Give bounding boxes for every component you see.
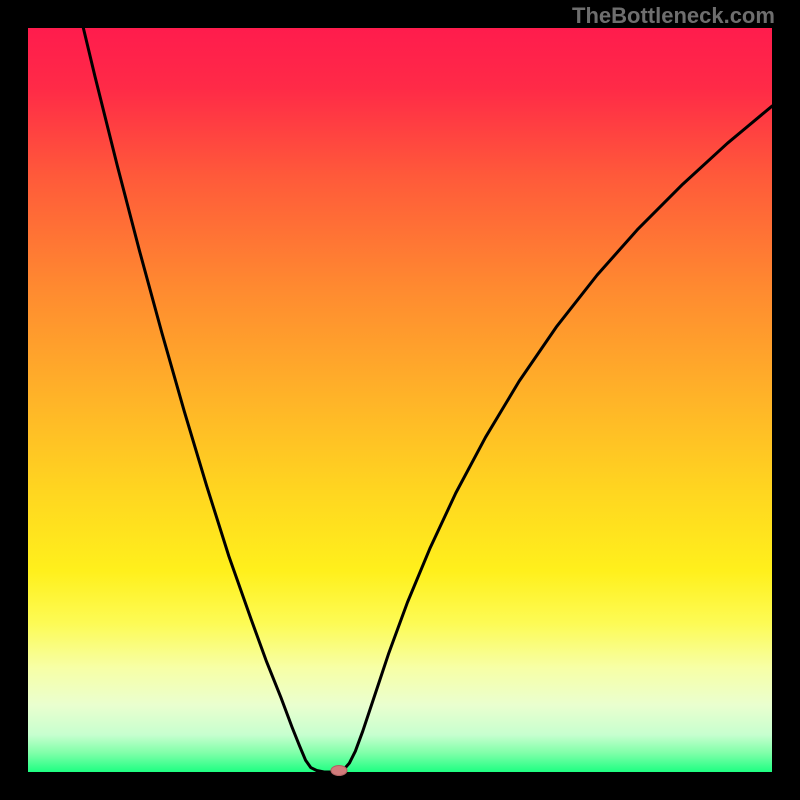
bottleneck-curve <box>28 0 772 772</box>
watermark-label: TheBottleneck.com <box>572 5 775 27</box>
optimum-marker <box>331 766 347 776</box>
curve-layer <box>0 0 800 800</box>
frame: TheBottleneck.com <box>0 0 800 800</box>
